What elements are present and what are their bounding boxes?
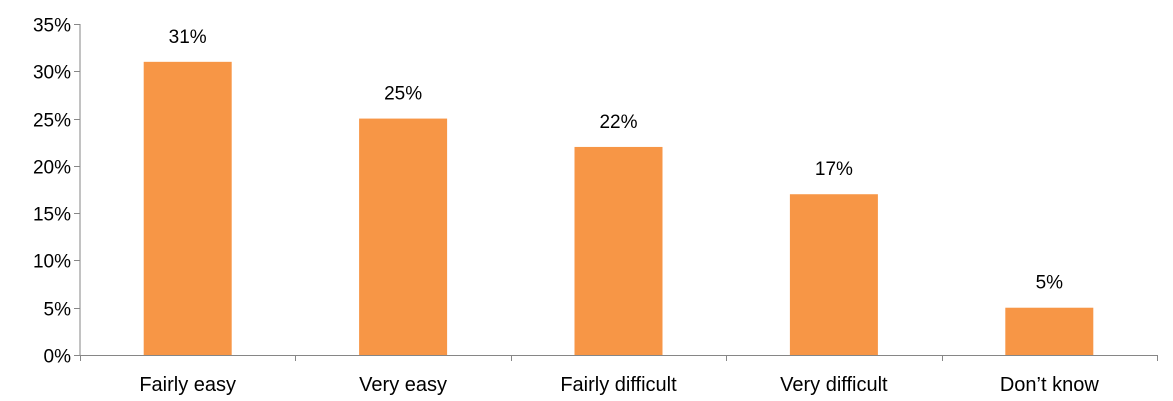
bar (143, 61, 232, 355)
data-label: 25% (384, 84, 422, 105)
data-labels: 31% 25% 22% 17% 5% (169, 27, 1063, 294)
y-axis: 0% 5% 10% 15% 20% 25% 30% 35% (33, 16, 81, 368)
x-tick-label: Fairly difficult (560, 374, 677, 396)
data-label: 5% (1036, 273, 1064, 294)
y-tick-label: 30% (33, 63, 71, 84)
y-tick-label: 10% (33, 252, 71, 273)
x-axis: Fairly easy Very easy Fairly difficult Very… (80, 355, 1158, 396)
x-tick-label: Fairly easy (139, 374, 236, 396)
x-tick-label: Very easy (359, 374, 447, 396)
data-label: 31% (169, 27, 207, 48)
y-tick-label: 35% (33, 16, 71, 37)
data-label: 22% (599, 112, 637, 133)
bars (143, 61, 1094, 355)
y-tick-label: 20% (33, 158, 71, 179)
x-tick-label: Don’t know (1000, 374, 1099, 396)
bar (1005, 307, 1094, 355)
bar (789, 194, 878, 355)
y-tick-label: 25% (33, 111, 71, 132)
data-label: 17% (815, 159, 853, 180)
y-tick-label: 5% (44, 300, 72, 321)
bar (574, 146, 663, 355)
y-tick-label: 0% (44, 347, 72, 368)
x-tick-label: Very difficult (780, 374, 888, 396)
bar (359, 118, 448, 355)
y-tick-label: 15% (33, 205, 71, 226)
